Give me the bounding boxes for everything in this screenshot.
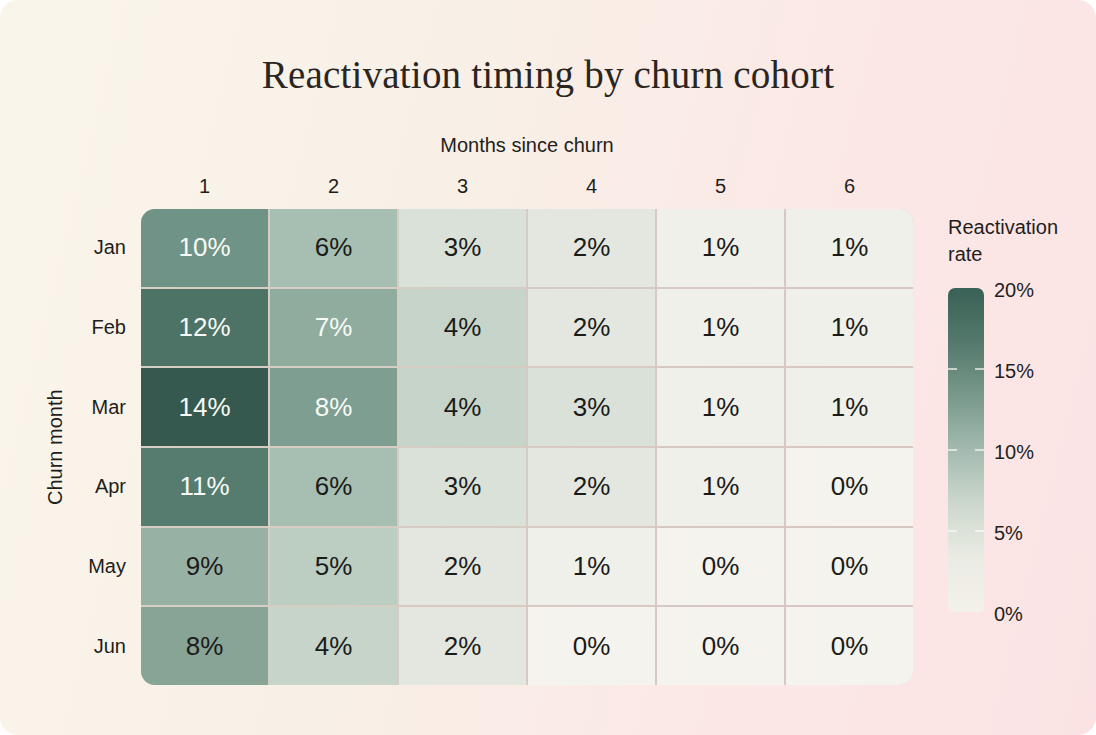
heatmap-cell: 1%: [657, 448, 784, 526]
heatmap-cell: 0%: [786, 607, 913, 685]
heatmap-grid: 10%6%3%2%1%1%12%7%4%2%1%1%14%8%4%3%1%1%1…: [141, 209, 913, 685]
heatmap-cell: 2%: [528, 448, 655, 526]
heatmap-cell: 0%: [657, 607, 784, 685]
heatmap-cell: 3%: [528, 368, 655, 446]
heatmap-cell: 11%: [141, 448, 268, 526]
heatmap-cell: 7%: [270, 289, 397, 367]
heatmap-cell: 3%: [399, 209, 526, 287]
heatmap-cell: 4%: [399, 368, 526, 446]
chart-canvas: Reactivation timing by churn cohort Mont…: [0, 0, 1096, 735]
x-axis-title: Months since churn: [141, 134, 913, 157]
heatmap-cell: 2%: [528, 289, 655, 367]
colorbar-tick-label: 0%: [994, 602, 1023, 626]
colorbar-tick-label: 10%: [994, 440, 1034, 464]
colorbar-tick-labels: 20%15%10%5%0%: [994, 288, 1064, 612]
heatmap-cell: 9%: [141, 528, 268, 606]
heatmap-cell: 0%: [786, 528, 913, 606]
colorbar-notch: [948, 530, 984, 532]
heatmap-cell: 6%: [270, 448, 397, 526]
heatmap-cell: 14%: [141, 368, 268, 446]
colorbar-tick-label: 20%: [994, 278, 1034, 302]
heatmap-cell: 0%: [528, 607, 655, 685]
heatmap-cell: 1%: [786, 209, 913, 287]
x-tick-label: 3: [399, 172, 526, 200]
y-axis-title: Churn month: [42, 209, 68, 685]
heatmap-cell: 5%: [270, 528, 397, 606]
heatmap-cell: 3%: [399, 448, 526, 526]
legend-title: Reactivation rate: [948, 214, 1088, 268]
heatmap-cell: 1%: [528, 528, 655, 606]
heatmap-cell: 1%: [657, 289, 784, 367]
chart-title: Reactivation timing by churn cohort: [0, 52, 1096, 97]
heatmap-cell: 10%: [141, 209, 268, 287]
heatmap-cell: 6%: [270, 209, 397, 287]
heatmap-cell: 4%: [270, 607, 397, 685]
heatmap-cell: 1%: [657, 209, 784, 287]
colorbar-gradient: [948, 288, 984, 612]
heatmap-cell: 2%: [399, 528, 526, 606]
heatmap-cell: 8%: [141, 607, 268, 685]
x-tick-label: 1: [141, 172, 268, 200]
heatmap-cell: 8%: [270, 368, 397, 446]
heatmap-cell: 1%: [786, 368, 913, 446]
colorbar-tick-label: 15%: [994, 359, 1034, 383]
heatmap-cell: 2%: [399, 607, 526, 685]
heatmap-cell: 2%: [528, 209, 655, 287]
heatmap-cell: 4%: [399, 289, 526, 367]
x-tick-label: 6: [786, 172, 913, 200]
x-tick-labels: 123456: [141, 172, 913, 200]
x-tick-label: 5: [657, 172, 784, 200]
heatmap-cell: 0%: [786, 448, 913, 526]
heatmap-cell: 1%: [786, 289, 913, 367]
heatmap-cell: 12%: [141, 289, 268, 367]
colorbar-tick-label: 5%: [994, 521, 1023, 545]
colorbar-notch: [948, 449, 984, 451]
heatmap-cell: 1%: [657, 368, 784, 446]
x-tick-label: 2: [270, 172, 397, 200]
colorbar-notch: [948, 368, 984, 370]
heatmap-cell: 0%: [657, 528, 784, 606]
x-tick-label: 4: [528, 172, 655, 200]
